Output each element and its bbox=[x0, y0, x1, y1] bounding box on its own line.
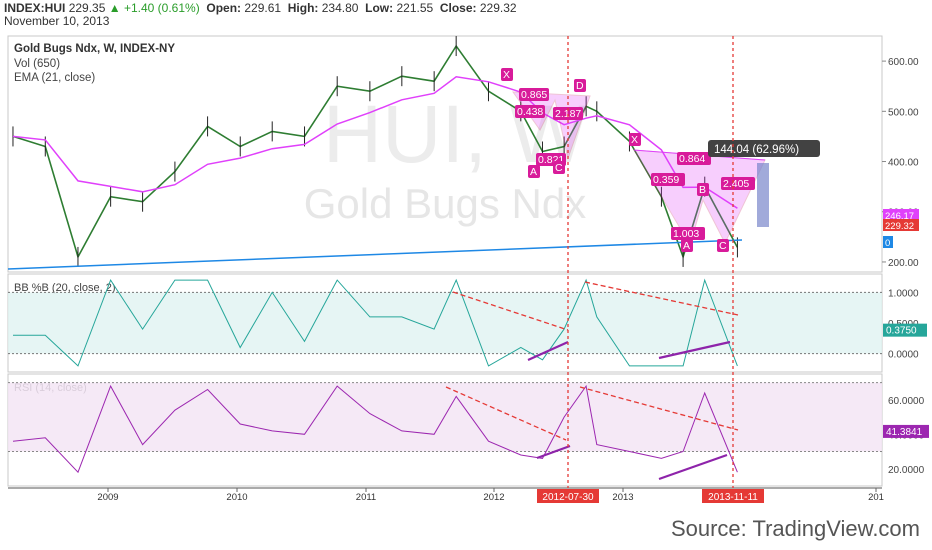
high-label: High: bbox=[287, 1, 319, 15]
change-value: +1.40 (0.61%) bbox=[123, 1, 200, 15]
right-label-box-6 bbox=[681, 239, 693, 252]
right-label-box-2 bbox=[651, 173, 685, 186]
bb-last-box bbox=[883, 323, 927, 337]
rsi-ytick-2: 20.0000 bbox=[888, 465, 925, 476]
x-tick-label-5: 201 bbox=[868, 492, 884, 503]
bb-ytick-2: 0.0000 bbox=[888, 350, 919, 361]
bb-line bbox=[13, 278, 738, 367]
rsi-last-box bbox=[883, 424, 929, 438]
date-marker-label-0: 2012-07-30 bbox=[542, 492, 594, 503]
right-label-5: 1.003 bbox=[673, 228, 699, 240]
price-line bbox=[12, 44, 739, 260]
left-label-0: X bbox=[503, 69, 510, 81]
main-legend-1: EMA (21, close) bbox=[14, 72, 95, 84]
right-label-3: B bbox=[699, 184, 706, 196]
left-label-box-1 bbox=[519, 88, 549, 101]
x-tick-label-3: 2012 bbox=[483, 492, 504, 503]
right-label-1: 0.864 bbox=[679, 153, 705, 165]
right-label-box-4 bbox=[721, 177, 755, 190]
low-value: 221.55 bbox=[396, 1, 434, 15]
left-label-box-2 bbox=[515, 105, 545, 118]
last-price: 229.35 bbox=[68, 1, 106, 15]
rsi-up-1 bbox=[536, 444, 571, 460]
low-label: Low: bbox=[365, 1, 394, 15]
bb-title: BB %B (20, close, 2) bbox=[14, 282, 116, 294]
rsi-div-1 bbox=[445, 386, 567, 441]
bb-up-1 bbox=[527, 340, 569, 362]
left-label-2: 0.438 bbox=[517, 106, 543, 118]
right-label-7: C bbox=[719, 240, 727, 252]
price-label-0: 246.17 bbox=[885, 211, 914, 222]
rsi-up-2 bbox=[658, 453, 728, 481]
price-label-box-1 bbox=[883, 219, 919, 231]
left-label-1: 0.865 bbox=[521, 89, 547, 101]
main-ytick-4: 200.00 bbox=[888, 258, 919, 269]
right-label-box-3 bbox=[697, 183, 709, 196]
high-value: 234.80 bbox=[321, 1, 359, 15]
left-label-6: C bbox=[555, 162, 563, 174]
symbol-label: INDEX:HUI bbox=[4, 1, 66, 15]
x-tick-label-1: 2010 bbox=[226, 492, 247, 503]
main-ytick-1: 500.00 bbox=[888, 107, 919, 118]
ema-line bbox=[12, 76, 738, 209]
right-label-2: 0.359 bbox=[653, 174, 679, 186]
main-title: Gold Bugs Ndx, W, INDEX-NY bbox=[14, 43, 175, 55]
bb-ytick-0: 1.0000 bbox=[888, 288, 919, 299]
left-label-box-5 bbox=[528, 165, 540, 178]
price-label-1: 229.32 bbox=[885, 221, 914, 232]
bb-div-2 bbox=[584, 281, 739, 316]
right-label-box-5 bbox=[671, 227, 705, 240]
pane-border-0 bbox=[7, 35, 883, 273]
change-up-icon: ▲ bbox=[108, 1, 121, 15]
rsi-band bbox=[8, 382, 882, 452]
left-label-box-0 bbox=[501, 68, 513, 81]
left-label-box-7 bbox=[574, 79, 586, 92]
main-ytick-0: 600.00 bbox=[888, 57, 919, 68]
header-line: INDEX:HUI 229.35 ▲ +1.40 (0.61%) Open: 2… bbox=[4, 1, 517, 15]
x-tick-label-4: 2013 bbox=[612, 492, 633, 503]
right-label-6: A bbox=[683, 240, 690, 252]
main-legend-0: Vol (650) bbox=[14, 58, 60, 70]
close-value: 229.32 bbox=[479, 1, 517, 15]
trend-line bbox=[7, 239, 743, 270]
left-label-box-3 bbox=[553, 107, 583, 120]
x-tick-label-2: 2011 bbox=[356, 492, 376, 503]
right-label-4: 2.405 bbox=[723, 178, 749, 190]
close-label: Close: bbox=[439, 1, 477, 15]
rsi-line bbox=[12, 384, 738, 474]
price-label-box-0 bbox=[883, 209, 919, 221]
right-label-box-0 bbox=[629, 133, 641, 146]
left-label-5: A bbox=[530, 166, 537, 178]
rsi-div-2 bbox=[579, 386, 739, 431]
rsi-last-label: 41.3841 bbox=[886, 427, 923, 438]
watermark-name: Gold Bugs Ndx bbox=[304, 180, 586, 227]
header-date: November 10, 2013 bbox=[4, 14, 110, 28]
date-marker-label-1: 2013-11-11 bbox=[708, 492, 758, 503]
right-label-0: X bbox=[631, 134, 638, 146]
bb-up-2 bbox=[658, 340, 731, 360]
date-marker-box-1 bbox=[702, 489, 764, 503]
right-label-box-1 bbox=[677, 152, 711, 165]
main-ytick-2: 400.00 bbox=[888, 158, 919, 169]
x-tick-label-0: 2009 bbox=[97, 492, 118, 503]
source-text: Source: TradingView.com bbox=[671, 516, 920, 541]
measure-label: 144.04 (62.96%) bbox=[714, 144, 799, 156]
bb-band bbox=[8, 292, 882, 354]
bb-div-1 bbox=[452, 291, 569, 331]
right-label-box-7 bbox=[717, 239, 729, 252]
open-value: 229.61 bbox=[244, 1, 282, 15]
measure-box bbox=[708, 140, 820, 157]
price-label-2: 0 bbox=[885, 238, 890, 249]
date-marker-box-0 bbox=[537, 489, 599, 503]
price-label-box-2 bbox=[883, 236, 893, 248]
measure-bar bbox=[757, 163, 769, 227]
bb-last-label: 0.3750 bbox=[886, 326, 917, 337]
open-label: Open: bbox=[206, 1, 242, 15]
left-label-box-6 bbox=[553, 161, 565, 174]
left-label-7: D bbox=[576, 80, 584, 92]
rsi-ytick-0: 60.0000 bbox=[888, 396, 925, 407]
